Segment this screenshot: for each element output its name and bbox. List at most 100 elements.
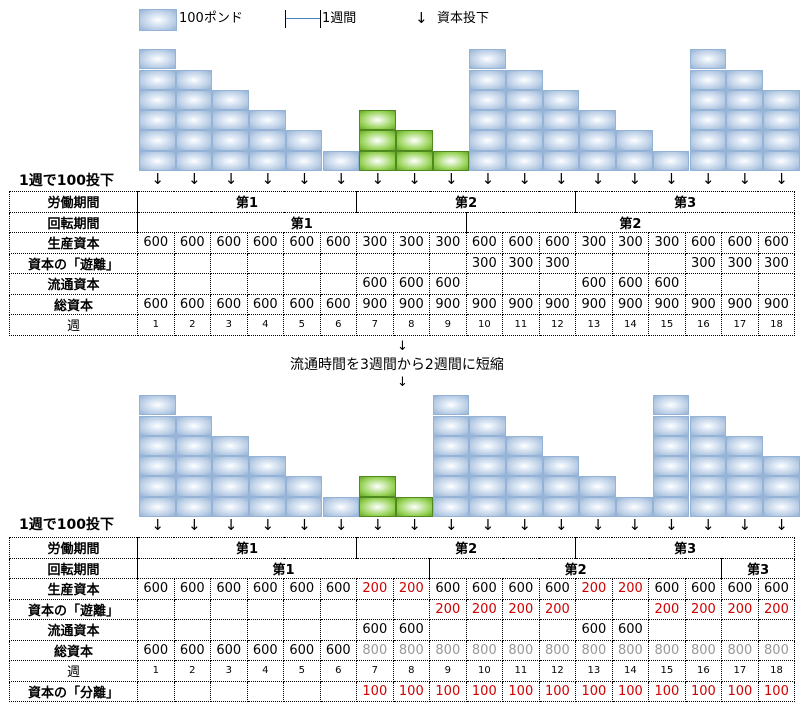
value-cell <box>246 619 284 641</box>
investment-arrow-icon: ↓ <box>298 170 311 188</box>
investment-arrow-icon: ↓ <box>481 516 495 534</box>
value-cell: 600 <box>392 619 431 641</box>
value-cell <box>465 619 504 641</box>
value-cell: 300 <box>392 232 431 254</box>
row-label: 資本の「遊離」 <box>9 252 138 274</box>
value-cell: 900 <box>465 293 504 315</box>
production-capital-block <box>432 435 470 457</box>
week-number-cell: 8 <box>392 660 431 682</box>
circulation-capital-block <box>395 130 433 151</box>
production-capital-block <box>469 456 506 477</box>
value-cell: 600 <box>356 273 394 295</box>
production-capital-block <box>726 69 763 90</box>
circulation-capital-block <box>432 150 470 171</box>
value-cell: 200 <box>538 598 577 620</box>
production-capital-block <box>542 130 580 151</box>
legend-arrow-icon: ↓ <box>415 9 428 27</box>
production-capital-block <box>652 415 690 436</box>
production-capital-block <box>689 496 727 517</box>
value-cell <box>173 598 211 620</box>
separation-cell <box>137 680 175 702</box>
value-cell: 600 <box>611 273 650 295</box>
production-capital-block <box>506 130 543 151</box>
value-cell <box>246 598 284 620</box>
value-cell: 300 <box>356 232 394 254</box>
production-capital-block <box>652 395 690 416</box>
investment-arrow-icon: ↓ <box>518 170 531 188</box>
turnover-period-label: 回転期間 <box>9 557 138 579</box>
production-capital-block <box>689 130 727 151</box>
value-cell: 900 <box>392 293 431 315</box>
legend-arrow-label: 資本投下 <box>437 11 490 26</box>
investment-arrow-icon: ↓ <box>555 170 568 188</box>
turnover-period-cell: 第1 <box>137 211 467 233</box>
value-cell <box>502 273 540 295</box>
production-capital-block <box>506 150 543 171</box>
separation-cell <box>210 680 248 702</box>
production-capital-block <box>542 456 580 477</box>
investment-arrow-icon: ↓ <box>701 170 715 188</box>
separation-label: 資本の「分離」 <box>9 680 138 702</box>
week-number-cell: 2 <box>173 314 211 336</box>
production-capital-block <box>542 89 580 111</box>
production-capital-block <box>762 89 800 111</box>
week-number-cell: 1 <box>137 660 175 682</box>
production-capital-block <box>139 415 176 436</box>
production-capital-block <box>175 69 213 90</box>
value-cell <box>173 619 211 641</box>
production-capital-block <box>506 69 543 90</box>
value-cell: 300 <box>648 232 686 254</box>
value-cell <box>538 273 577 295</box>
value-cell: 200 <box>611 578 650 600</box>
production-capital-block <box>249 476 286 497</box>
production-capital-block <box>689 435 727 457</box>
labor-period-cell: 第2 <box>356 191 577 213</box>
week-number-cell: 12 <box>538 660 577 682</box>
value-cell: 300 <box>684 252 723 274</box>
week-number-cell: 18 <box>757 660 796 682</box>
circulation-capital-block <box>395 496 433 517</box>
investment-arrow-icon: ↓ <box>371 170 385 188</box>
investment-arrow-icon: ↓ <box>334 170 348 188</box>
labor-period-label: 労働期間 <box>9 537 138 559</box>
turnover-period-cell: 第3 <box>721 557 796 579</box>
production-capital-block <box>689 456 727 477</box>
production-capital-block <box>616 496 653 517</box>
week-number-cell: 18 <box>757 314 796 336</box>
top-capital-table: 労働期間 第1 第2 第3 回転期間 第1 第2 生産資本 600 600 600 600 600 600… <box>9 191 796 336</box>
value-cell: 200 <box>429 598 467 620</box>
week-number-cell: 6 <box>319 314 358 336</box>
week-number-cell: 9 <box>429 314 467 336</box>
production-capital-block <box>175 456 213 477</box>
investment-arrow-icon: ↓ <box>628 170 642 188</box>
value-cell <box>392 598 431 620</box>
value-cell <box>684 619 723 641</box>
production-capital-block <box>506 496 543 517</box>
labor-period-cell: 第1 <box>136 537 358 559</box>
value-cell <box>648 252 686 274</box>
value-cell: 600 <box>283 578 321 600</box>
value-cell <box>137 598 175 620</box>
value-cell: 900 <box>721 293 759 315</box>
production-capital-block <box>762 110 800 131</box>
production-capital-block <box>616 150 653 171</box>
value-cell <box>575 598 613 620</box>
value-cell <box>137 252 175 274</box>
week-number-cell: 5 <box>283 660 321 682</box>
value-cell: 800 <box>465 639 504 661</box>
production-capital-block <box>175 476 213 497</box>
value-cell: 600 <box>538 232 577 254</box>
week-number-cell: 16 <box>684 314 723 336</box>
investment-arrow-icon: ↓ <box>665 170 678 188</box>
turnover-period-label: 回転期間 <box>9 211 138 233</box>
value-cell: 600 <box>210 293 248 315</box>
value-cell: 600 <box>757 578 796 600</box>
production-capital-block <box>652 150 690 171</box>
week-number-cell: 11 <box>502 660 540 682</box>
investment-arrow-icon: ↓ <box>701 516 715 534</box>
row-label: 総資本 <box>9 639 138 661</box>
week-number-cell: 17 <box>721 314 759 336</box>
top-invest-label: 1週で100投下 <box>19 173 114 189</box>
production-capital-block <box>212 496 250 517</box>
